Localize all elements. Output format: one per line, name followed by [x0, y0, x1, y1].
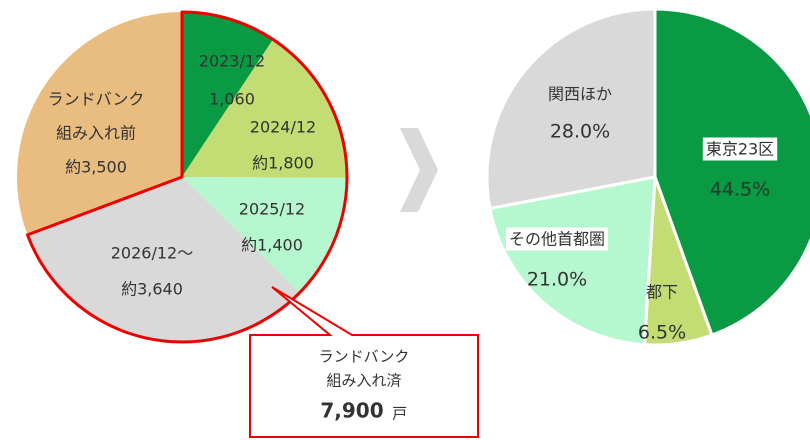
pie-slice — [653, 7, 810, 337]
pie-slice — [27, 177, 300, 342]
label-bg — [702, 137, 778, 161]
pie-slice — [182, 177, 347, 293]
value-label: 約3,500 — [65, 158, 127, 177]
value-label: 28.0% — [550, 121, 610, 143]
pie-slice — [17, 12, 183, 235]
pie-slice — [182, 39, 348, 178]
slice-label: 都下 — [646, 283, 678, 302]
value-label: 21.0% — [527, 269, 587, 291]
value-label: 44.5% — [710, 179, 770, 201]
value-label: 約1,800 — [252, 154, 314, 173]
slice-label: 2026/12〜 — [111, 244, 193, 263]
callout-unit: 戸 — [392, 405, 407, 423]
value-label: 6.5% — [638, 322, 686, 344]
pie-slice — [485, 7, 657, 211]
slice-label: ランドバンク — [48, 90, 145, 109]
callout-box — [249, 286, 479, 438]
slice-label: 関西ほか — [548, 85, 612, 104]
callout-text: ランドバンク — [319, 348, 410, 366]
value-label: 1,060 — [209, 90, 255, 109]
slice-label: 組み入れ前 — [56, 124, 136, 143]
slice-label: その他首都圏 — [509, 230, 605, 249]
arrow — [400, 128, 438, 212]
value-label: 約1,400 — [241, 236, 303, 255]
slice-label: 2024/12 — [250, 118, 316, 137]
slice-label: 2023/12 — [199, 52, 265, 71]
value-label: 約3,640 — [121, 280, 183, 299]
label-bg — [505, 227, 609, 251]
callout-text: 組み入れ済 — [326, 372, 401, 390]
slice-label: 2025/12 — [239, 200, 305, 219]
callout-value: 7,900 — [320, 399, 383, 423]
pie-slice — [488, 175, 657, 347]
pie-slice — [182, 12, 274, 177]
slice-label: 東京23区 — [706, 140, 774, 159]
highlight-outline — [25, 10, 349, 344]
